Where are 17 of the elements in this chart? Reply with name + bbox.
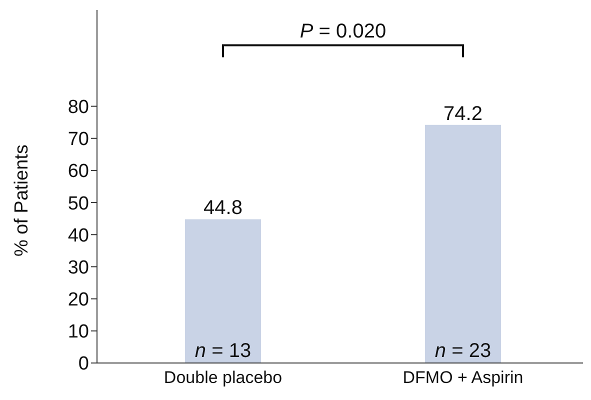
y-tick-label: 10 [68, 322, 89, 343]
x-tick-label: DFMO + Aspirin [402, 368, 524, 388]
y-tick-label: 0 [78, 354, 89, 375]
annotation: n = 13 [194, 340, 252, 362]
y-tick-label: 30 [68, 257, 89, 278]
y-tick-label: 60 [68, 161, 89, 182]
y-tick-label: 50 [68, 193, 89, 214]
data-label: 74.2 [444, 102, 482, 125]
y-axis-title: % of Patients [12, 144, 33, 256]
y-tick-label: 70 [68, 129, 89, 150]
x-tick-label: Double placebo [164, 368, 282, 388]
y-tick-label: 80 [68, 97, 89, 118]
data-label: 44.8 [204, 197, 242, 220]
annotation: n = 23 [434, 340, 492, 362]
y-tick-label: 20 [68, 290, 89, 311]
annotation: P = 0.020 [300, 20, 386, 42]
y-tick-label: 40 [68, 225, 89, 246]
